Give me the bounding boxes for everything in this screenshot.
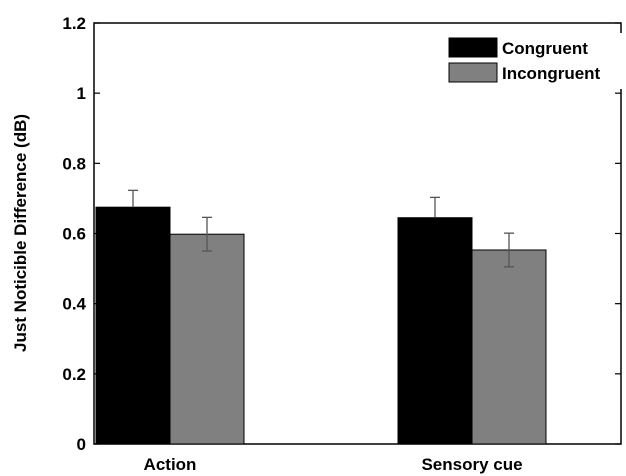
legend-swatch-congruent <box>448 37 498 58</box>
y-tick-label: 0 <box>77 435 86 454</box>
y-tick-label: 1 <box>77 84 86 103</box>
bar-congruent-sensory-cue <box>397 217 473 445</box>
legend: Congruent Incongruent <box>444 33 622 89</box>
bar-incongruent-sensory-cue <box>471 249 547 445</box>
y-tick-label: 0.4 <box>62 295 86 314</box>
y-tick-label: 1.2 <box>62 14 86 33</box>
y-axis-label: Just Noticible Difference (dB) <box>11 114 30 352</box>
bar-congruent-action <box>95 206 171 445</box>
legend-label-incongruent: Incongruent <box>502 64 601 83</box>
error-bars-group <box>128 189 514 268</box>
legend-swatch-incongruent <box>448 62 498 83</box>
category-label-sensory-cue: Sensory cue <box>421 455 522 474</box>
y-tick-label: 0.2 <box>62 365 86 384</box>
category-labels: Action Sensory cue <box>144 455 523 474</box>
legend-label-congruent: Congruent <box>502 39 588 58</box>
y-tick-label: 0.6 <box>62 225 86 244</box>
bar-incongruent-action <box>169 233 245 445</box>
y-tick-label: 0.8 <box>62 154 86 173</box>
category-label-action: Action <box>144 455 197 474</box>
bars-group <box>95 206 547 445</box>
y-axis-ticks: 0 0.2 0.4 0.6 0.8 1 1.2 <box>62 14 621 454</box>
